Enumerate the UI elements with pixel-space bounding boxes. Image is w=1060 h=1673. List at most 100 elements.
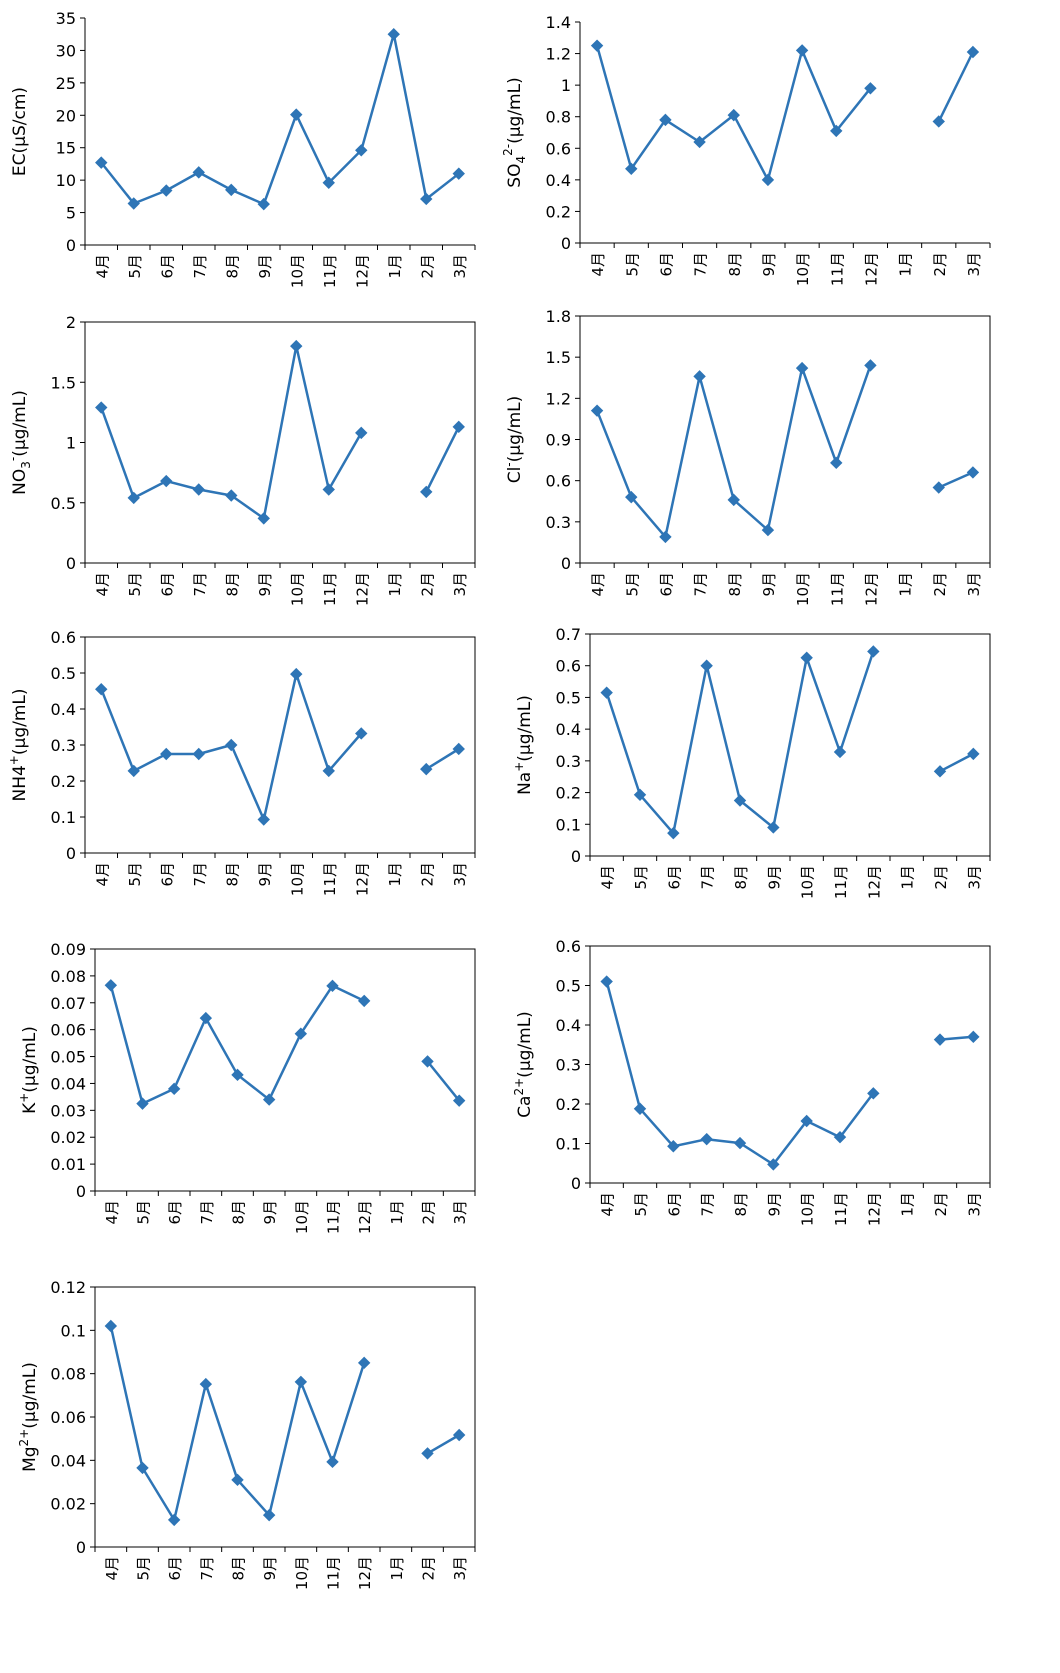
x-tick-label: 6月	[158, 862, 176, 887]
x-tick-label: 5月	[135, 1556, 153, 1581]
x-tick-label: 12月	[862, 572, 880, 606]
x-tick-label: 6月	[657, 252, 675, 277]
x-tick-label: 12月	[353, 572, 371, 606]
data-point	[225, 738, 238, 752]
y-tick-label: 0.12	[50, 1278, 86, 1297]
x-tick-label: 6月	[158, 572, 176, 597]
data-point	[633, 1102, 647, 1115]
x-tick-label: 11月	[321, 572, 339, 606]
chart-panel-na: 0 0.1 0.2 0.3 0.4 0.5 0.6 0.7 4月 5月 6月 7月 8月 9月 10月 11月…	[512, 625, 1055, 950]
y-tick-label: 0.5	[556, 977, 581, 996]
data-point	[932, 115, 945, 128]
y-tick-label: 0.2	[556, 784, 581, 803]
x-tick-label: 4月	[93, 254, 111, 279]
y-axis-label: EC(μS/cm)	[10, 87, 30, 176]
x-tick-label: 10月	[799, 865, 817, 899]
data-point	[290, 108, 303, 121]
data-point	[322, 483, 335, 496]
y-tick-label: 0.3	[51, 736, 76, 755]
x-tick-label: 11月	[828, 252, 846, 286]
data-point	[933, 1033, 947, 1046]
x-tick-label: 8月	[223, 862, 241, 887]
series-line	[937, 51, 975, 122]
data-point	[600, 975, 613, 988]
y-tick-label: 0.08	[50, 967, 86, 986]
data-point	[420, 192, 433, 206]
data-point	[727, 493, 740, 507]
data-point	[966, 45, 980, 59]
y-tick-label: 0.04	[50, 1451, 86, 1470]
data-point	[452, 167, 465, 180]
x-tick-label: 3月	[451, 862, 469, 887]
data-point	[659, 530, 672, 544]
y-tick-label: 0.04	[50, 1074, 86, 1093]
x-tick-label: 7月	[699, 1192, 717, 1217]
series-line	[595, 364, 872, 539]
x-tick-label: 3月	[965, 865, 983, 890]
series-line	[425, 426, 460, 493]
data-point	[421, 1055, 434, 1068]
chart-mg: 0 0.02 0.04 0.06 0.08 0.1 0.12 4月 5月 6月 7月 8月 9月 10月 1…	[17, 1278, 476, 1590]
x-tick-label: 3月	[451, 1556, 469, 1581]
data-point	[667, 826, 680, 840]
x-tick-label: 6月	[166, 1556, 184, 1581]
data-point	[659, 113, 672, 127]
y-tick-label: 1	[66, 434, 76, 453]
data-point	[231, 1473, 244, 1487]
data-point	[420, 485, 433, 499]
data-point	[225, 183, 238, 197]
y-tick-label: 0.09	[50, 940, 86, 959]
x-tick-label: 3月	[965, 572, 983, 597]
x-tick-label: 1月	[897, 252, 915, 277]
data-point	[625, 162, 638, 176]
data-point	[420, 762, 433, 776]
x-tick-label: 12月	[356, 1556, 374, 1590]
chart-panel-ec: 0 5 10 15 20 25 30 35 4月 5月 6月 7月 8月 9月 10月 11月 12月 1月 2月 3…	[0, 0, 520, 320]
data-point	[262, 1093, 276, 1106]
y-tick-label: 0.01	[50, 1155, 86, 1174]
x-tick-label: 1月	[897, 572, 915, 597]
data-point	[127, 197, 140, 210]
data-point	[452, 1094, 466, 1107]
x-tick-label: 8月	[732, 865, 750, 890]
y-tick-label: 1.5	[546, 348, 571, 367]
x-tick-label: 1月	[899, 865, 917, 890]
data-point	[160, 184, 173, 197]
x-tick-label: 2月	[931, 572, 949, 597]
series-line	[426, 1060, 461, 1102]
x-tick-label: 3月	[451, 572, 469, 597]
x-tick-label: 2月	[418, 862, 436, 887]
y-tick-label: 0.02	[50, 1128, 86, 1147]
data-point	[294, 1027, 308, 1040]
y-tick-label: 0.03	[50, 1101, 86, 1120]
x-tick-label: 10月	[288, 572, 306, 606]
series-line	[100, 32, 460, 206]
data-point	[967, 747, 980, 761]
x-tick-label: 8月	[732, 1192, 750, 1217]
data-point	[355, 426, 368, 440]
data-point	[192, 166, 205, 179]
x-tick-label: 6月	[665, 865, 683, 890]
x-tick-label: 1月	[388, 1556, 406, 1581]
data-point	[326, 979, 339, 993]
x-tick-label: 5月	[135, 1200, 153, 1225]
y-axis-label: Mg2+(μg/mL)	[17, 1362, 40, 1472]
chart-no3: 0 0.5 1 1.5 2 4月 5月 6月 7月 8月 9月 10月 11月 12月 1月 2月 3月 NO3-…	[6, 313, 476, 606]
plot-frame	[589, 945, 991, 1184]
x-tick-label: 9月	[765, 865, 783, 890]
x-tick-label: 8月	[230, 1556, 248, 1581]
y-tick-label: 20	[56, 106, 76, 125]
data-point	[867, 645, 880, 658]
x-tick-label: 9月	[261, 1200, 279, 1225]
series-line	[425, 747, 460, 771]
y-axis-label: K+(μg/mL)	[17, 1026, 40, 1114]
data-point	[700, 659, 713, 672]
x-tick-label: 9月	[760, 252, 778, 277]
x-tick-label: 7月	[699, 865, 717, 890]
chart-panel-cl: 0 0.3 0.6 0.9 1.2 1.5 1.8 4月 5月 6月 7月 8月 9月 10月 11月 12月…	[502, 307, 1055, 640]
data-point	[700, 1132, 713, 1146]
x-tick-label: 1月	[386, 862, 404, 887]
x-tick-label: 8月	[223, 254, 241, 279]
data-point	[95, 401, 108, 414]
y-tick-label: 0.3	[556, 1056, 581, 1075]
